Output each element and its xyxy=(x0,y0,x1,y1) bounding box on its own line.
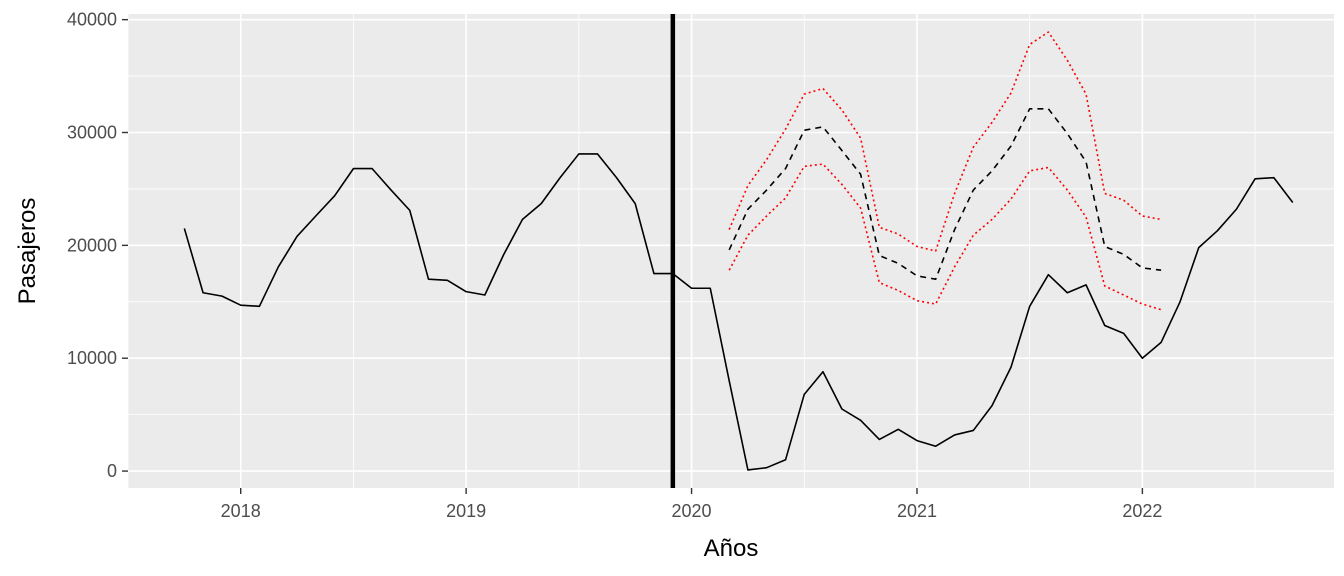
x-axis-title: Años xyxy=(704,535,759,562)
y-tick-label: 40000 xyxy=(67,10,117,30)
y-axis-title: Pasajeros xyxy=(14,198,41,305)
x-tick-label: 2019 xyxy=(446,501,486,521)
x-tick-label: 2020 xyxy=(672,501,712,521)
y-axis: 0 10000 20000 30000 40000 xyxy=(67,10,128,481)
x-axis: 2018 2019 2020 2021 2022 xyxy=(221,488,1162,521)
major-gridlines xyxy=(128,14,1334,488)
minor-gridlines xyxy=(127,14,1334,488)
y-tick-label: 20000 xyxy=(67,235,117,255)
y-tick-label: 30000 xyxy=(67,123,117,143)
y-tick-label: 0 xyxy=(107,461,117,481)
observed-line xyxy=(183,153,1294,471)
series-layer xyxy=(183,31,1294,471)
interval-line xyxy=(728,31,1162,252)
forecast-line xyxy=(728,108,1162,281)
x-tick-label: 2021 xyxy=(897,501,937,521)
interval-line xyxy=(728,163,1162,311)
x-tick-label: 2022 xyxy=(1122,501,1162,521)
y-tick-label: 10000 xyxy=(67,348,117,368)
plot-panel xyxy=(128,14,1334,488)
x-tick-label: 2018 xyxy=(221,501,261,521)
